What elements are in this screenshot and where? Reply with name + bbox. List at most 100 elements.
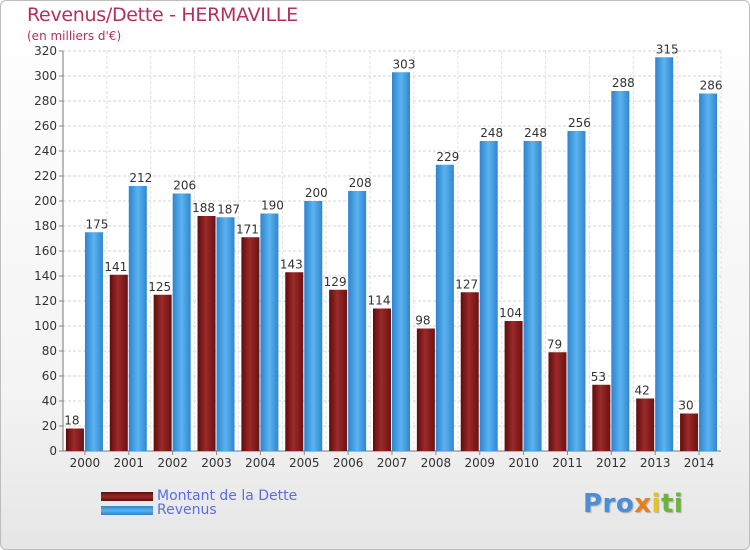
data-label-debt: 79 xyxy=(547,337,562,351)
y-tick-label: 40 xyxy=(42,394,57,408)
y-tick-label: 280 xyxy=(34,94,57,108)
bar-revenue xyxy=(304,201,323,451)
data-label-debt: 30 xyxy=(678,399,693,413)
data-label-revenue: 303 xyxy=(393,57,416,71)
legend-item-revenue: Revenus xyxy=(101,502,217,518)
bar-revenue xyxy=(435,164,454,451)
bar-debt xyxy=(548,352,567,451)
bar-revenue xyxy=(260,213,279,451)
y-tick-label: 140 xyxy=(34,269,57,283)
bar-revenue xyxy=(523,141,542,451)
x-tick-label: 2003 xyxy=(201,456,232,470)
legend-label-debt: Montant de la Dette xyxy=(157,488,298,504)
data-label-debt: 127 xyxy=(455,277,478,291)
legend-item-debt: Montant de la Dette xyxy=(101,488,298,504)
bar-debt xyxy=(329,289,348,451)
bar-revenue xyxy=(392,72,410,451)
y-tick-label: 240 xyxy=(34,144,57,158)
bar-debt xyxy=(416,328,435,451)
data-label-revenue: 175 xyxy=(85,217,108,231)
bar-debt xyxy=(241,237,260,451)
data-label-revenue: 200 xyxy=(305,186,328,200)
bar-revenue xyxy=(655,57,674,451)
data-label-debt: 171 xyxy=(236,222,259,236)
x-tick-label: 2014 xyxy=(684,456,715,470)
x-tick-label: 2005 xyxy=(289,456,320,470)
x-tick-label: 2011 xyxy=(552,456,583,470)
data-label-debt: 125 xyxy=(148,280,171,294)
y-tick-label: 180 xyxy=(34,219,57,233)
bar-debt xyxy=(460,292,479,451)
x-tick-label: 2004 xyxy=(245,456,276,470)
data-label-revenue: 248 xyxy=(524,126,547,140)
data-label-revenue: 208 xyxy=(349,176,372,190)
bar-debt xyxy=(109,274,128,451)
bar-debt xyxy=(680,413,699,451)
labels-layer: 0 20 40 60 80 100 120 140 160 180 200 220 240 260 280 3… xyxy=(34,42,722,470)
y-tick-label: 20 xyxy=(42,419,57,433)
data-label-revenue: 187 xyxy=(217,202,240,216)
data-label-revenue: 286 xyxy=(700,79,723,93)
data-label-debt: 129 xyxy=(324,275,347,289)
bar-revenue xyxy=(84,232,103,451)
x-tick-label: 2010 xyxy=(508,456,539,470)
data-label-revenue: 229 xyxy=(436,150,459,164)
data-label-debt: 98 xyxy=(415,314,430,328)
data-label-revenue: 315 xyxy=(656,42,679,56)
bar-debt xyxy=(592,384,611,451)
data-label-revenue: 288 xyxy=(612,76,635,90)
y-tick-label: 220 xyxy=(34,169,57,183)
y-tick-label: 0 xyxy=(49,444,57,458)
bar-revenue xyxy=(479,141,498,451)
y-tick-label: 100 xyxy=(34,319,57,333)
data-label-debt: 188 xyxy=(192,201,215,215)
y-tick-label: 120 xyxy=(34,294,57,308)
data-label-debt: 114 xyxy=(368,294,391,308)
data-label-debt: 53 xyxy=(591,370,606,384)
bar-debt xyxy=(197,216,216,451)
x-tick-label: 2001 xyxy=(114,456,145,470)
data-label-revenue: 256 xyxy=(568,116,591,130)
chart-title: Revenus/Dette - HERMAVILLE xyxy=(27,4,298,26)
data-label-revenue: 248 xyxy=(480,126,503,140)
data-label-revenue: 206 xyxy=(173,179,196,193)
data-label-revenue: 190 xyxy=(261,199,284,213)
x-tick-label: 2000 xyxy=(70,456,101,470)
data-label-revenue: 212 xyxy=(129,171,152,185)
y-tick-label: 60 xyxy=(42,369,57,383)
bar-revenue xyxy=(128,186,147,451)
y-tick-label: 80 xyxy=(42,344,57,358)
bar-debt xyxy=(504,321,523,451)
legend-label-revenue: Revenus xyxy=(157,502,217,518)
bar-revenue xyxy=(172,193,191,451)
bar-debt xyxy=(153,294,172,451)
bar-debt xyxy=(636,398,655,451)
data-label-debt: 18 xyxy=(64,414,79,428)
bars-layer xyxy=(65,57,718,451)
legend-swatch-revenue xyxy=(101,505,153,515)
bar-revenue xyxy=(348,191,367,451)
bar-revenue xyxy=(611,91,630,451)
x-tick-label: 2012 xyxy=(596,456,627,470)
bar-revenue xyxy=(567,131,586,451)
x-tick-label: 2002 xyxy=(157,456,188,470)
y-tick-label: 320 xyxy=(34,44,57,58)
bar-revenue xyxy=(699,93,718,451)
brand-logo: Proxiti xyxy=(583,489,684,519)
chart-subtitle: (en milliers d'€) xyxy=(27,29,122,43)
y-tick-label: 160 xyxy=(34,244,57,258)
bar-debt xyxy=(285,272,304,451)
data-label-debt: 141 xyxy=(104,260,127,274)
x-tick-label: 2009 xyxy=(464,456,495,470)
x-tick-label: 2007 xyxy=(377,456,408,470)
y-tick-label: 260 xyxy=(34,119,57,133)
legend-swatch-debt xyxy=(101,491,153,501)
bar-revenue xyxy=(216,217,235,451)
y-tick-label: 200 xyxy=(34,194,57,208)
data-label-debt: 104 xyxy=(499,306,522,320)
data-label-debt: 42 xyxy=(635,384,650,398)
y-tick-label: 300 xyxy=(34,69,57,83)
x-tick-label: 2013 xyxy=(640,456,671,470)
